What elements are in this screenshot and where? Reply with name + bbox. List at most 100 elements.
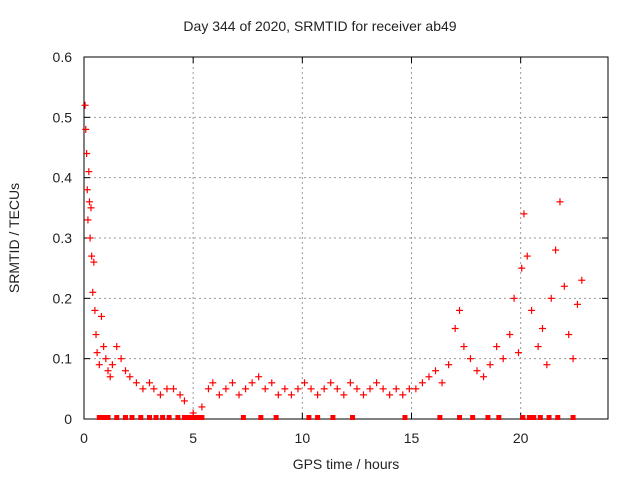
data-point [93,349,101,357]
y-tick-label: 0.2 [53,290,73,306]
x-tick-label: 5 [189,430,197,446]
floor-marker [526,415,532,420]
data-point [88,252,96,260]
data-point [85,198,93,206]
data-point [198,403,206,411]
floor-marker [190,415,196,420]
floor-marker [531,415,537,420]
data-point [514,349,522,357]
data-point [301,379,309,387]
y-tick-label: 0.3 [53,230,73,246]
data-point [412,385,420,393]
floor-marker [258,415,264,420]
data-point [473,367,481,375]
data-point [445,361,453,369]
floor-marker [306,415,312,420]
floor-marker [350,415,356,420]
floor-marker [181,415,187,420]
data-point [248,379,256,387]
data-point [113,343,121,351]
data-point [353,385,361,393]
data-point [85,168,93,176]
data-point [547,294,555,302]
floor-marker [537,415,543,420]
data-point [242,385,250,393]
floor-marker [138,415,144,420]
floor-marker [555,415,561,420]
x-tick-label: 20 [513,430,529,446]
data-point [106,373,114,381]
data-point [565,331,573,339]
data-point [91,306,99,314]
data-point [146,379,153,387]
floor-marker [160,415,166,420]
data-point [126,373,134,381]
data-point [520,210,528,218]
data-point [83,150,91,158]
data-point [510,294,518,302]
data-point [255,373,263,381]
x-tick-label: 10 [295,430,311,446]
data-point [499,355,507,363]
data-point [132,379,140,387]
floor-marker [546,415,552,420]
data-point [518,264,526,272]
data-point [327,379,335,387]
floor-marker [166,415,172,420]
floor-marker [199,415,205,420]
data-point [294,385,302,393]
data-point [373,379,381,387]
data-point [268,379,276,387]
data-point [573,300,581,308]
floor-marker [402,415,408,420]
floor-marker [175,415,181,420]
data-point [399,391,407,399]
floor-marker [315,415,321,420]
data-point [523,252,531,260]
data-point [222,385,230,393]
data-point [228,379,236,387]
floor-marker [496,415,502,420]
data-point [333,385,341,393]
data-point [274,391,282,399]
floor-marker [457,415,463,420]
data-point [86,234,94,242]
floor-marker [437,415,443,420]
floor-marker [186,415,192,420]
data-point [569,355,577,363]
floor-marker [330,415,336,420]
data-point [460,343,468,351]
data-point [117,355,125,363]
data-point [97,312,105,320]
y-tick-label: 0.6 [53,49,73,65]
data-point [82,125,90,133]
data-point [235,391,243,399]
data-point [486,361,494,369]
floor-marker [195,415,201,420]
data-point [204,385,212,393]
floor-marker [122,415,128,420]
floor-marker [485,415,491,420]
floor-marker [153,415,159,420]
floor-marker [129,415,135,420]
data-point [425,373,433,381]
data-point [466,355,474,363]
data-point [102,355,110,363]
data-point [539,325,546,332]
data-point [215,391,223,399]
floor-marker [114,415,120,420]
data-point [84,216,92,224]
data-point [121,367,129,375]
data-point [340,391,348,399]
data-point [163,385,171,393]
data-point [359,391,367,399]
floor-marker [520,415,526,420]
data-point [281,385,289,393]
floor-marker [570,415,576,420]
data-point [287,391,295,399]
data-point [108,361,116,369]
data-point [346,379,354,387]
data-point [451,325,459,332]
data-point [456,306,464,314]
floor-marker [273,415,279,420]
